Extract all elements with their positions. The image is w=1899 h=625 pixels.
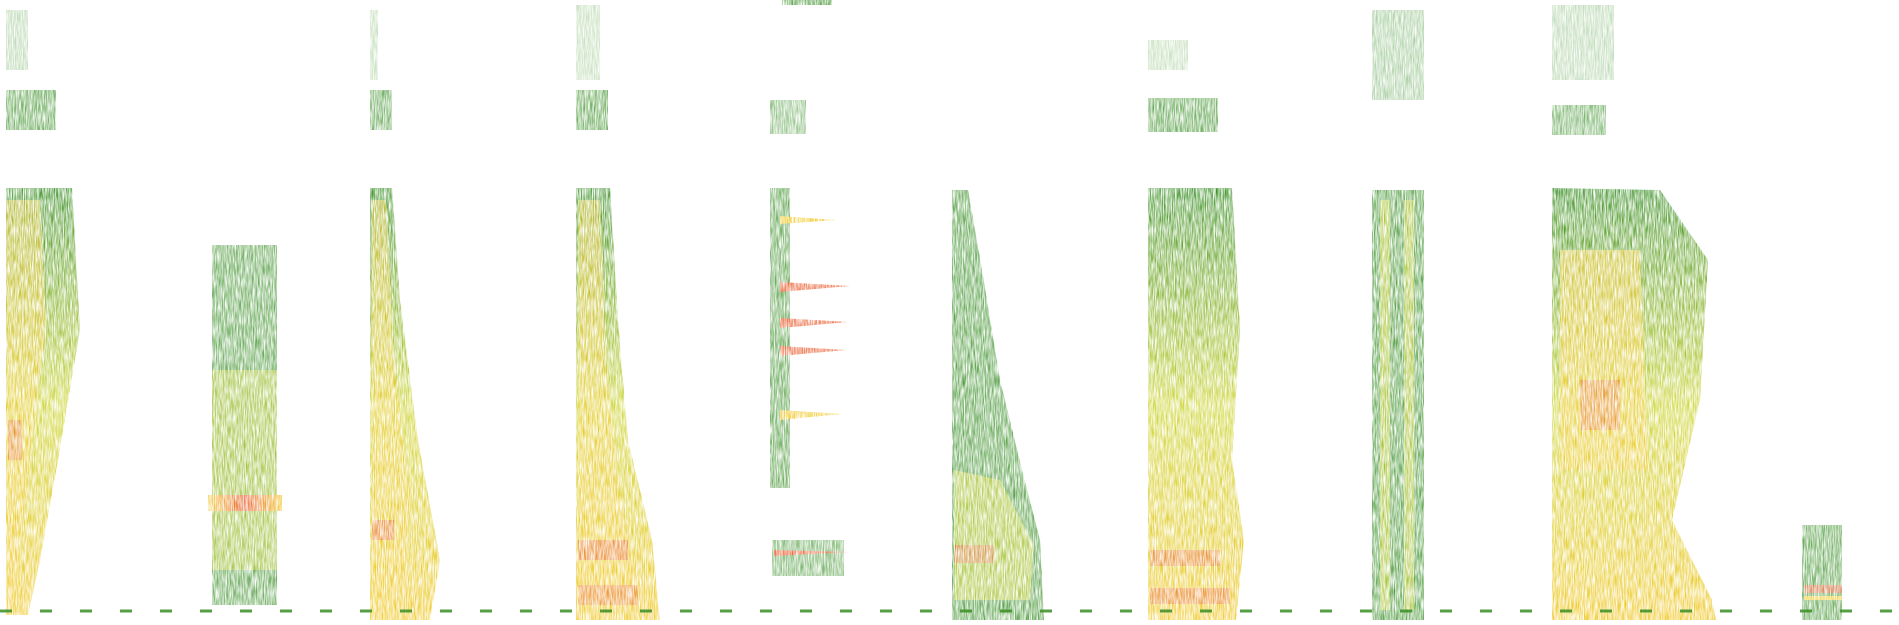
segment-2 xyxy=(208,245,282,605)
segment-9 xyxy=(1552,5,1716,620)
segment-8 xyxy=(1372,10,1424,620)
segment-10 xyxy=(1802,525,1842,620)
segment-6 xyxy=(952,190,1044,620)
segment-3 xyxy=(370,10,440,620)
segment-1 xyxy=(6,10,80,615)
segment-5 xyxy=(770,0,850,576)
segment-4 xyxy=(576,5,660,620)
segment-7 xyxy=(1148,40,1244,620)
